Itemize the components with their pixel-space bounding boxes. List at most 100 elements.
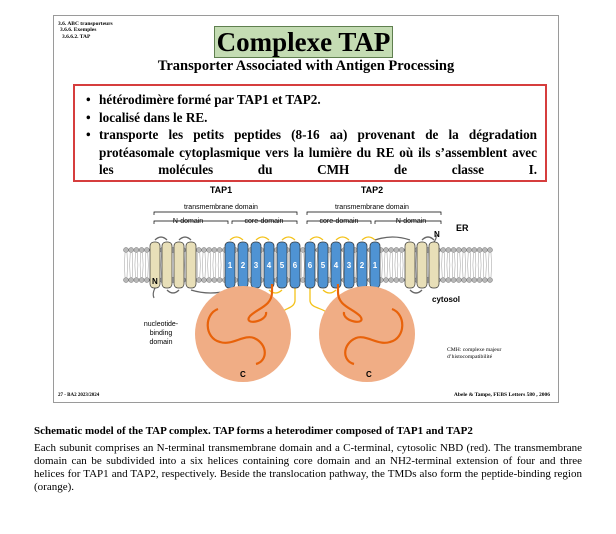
cmh-note-line-1: CMH: complexe majeur: [447, 347, 502, 353]
lipid-head: [206, 247, 212, 253]
lipid-head: [393, 247, 400, 253]
lipid-tail: [446, 252, 451, 278]
lipid-head: [487, 277, 493, 283]
lipid-head: [440, 277, 446, 283]
n-domain-label-tap2: N-domain: [396, 218, 426, 225]
lipid-head: [450, 247, 457, 253]
lipid-head: [138, 247, 145, 253]
tap2-core-helix: 6: [304, 241, 316, 289]
core-domain-label-tap2: core-domain: [320, 218, 359, 225]
helix-number-label: 5: [280, 261, 285, 270]
lipid-head: [445, 277, 452, 283]
helix-loop: [322, 289, 337, 294]
lipid-tail: [488, 252, 492, 278]
lipid-head: [461, 247, 467, 253]
nbd-label-line-1: nucleotide-: [144, 321, 179, 328]
lipid-head: [216, 247, 223, 253]
tmd-label-tap2: transmembrane domain: [335, 204, 409, 211]
cmh-note-line-2: d’histocompatibilité: [447, 354, 493, 360]
lipid-head: [128, 247, 134, 253]
lipid-head: [445, 247, 452, 253]
tap1-n-domain-helix: [185, 241, 197, 289]
lipid-head: [216, 277, 223, 283]
tap1-core-helix: 2: [237, 241, 249, 289]
bullet-box: hétérodimère formé par TAP1 et TAP2. loc…: [73, 84, 547, 182]
lipid-head: [466, 277, 472, 283]
helix-loop: [409, 289, 423, 294]
helix-number-label: 6: [293, 261, 298, 270]
lipid-head: [211, 277, 218, 283]
tmd-nbd-linker: [281, 288, 296, 313]
breadcrumb: 3.6. ABC transporteurs 3.6.6. Exemples 3…: [58, 21, 113, 40]
lipid-tail: [457, 252, 461, 278]
figure-caption: Schematic model of the TAP complex. TAP …: [34, 425, 582, 494]
nbd-tap2: [319, 284, 415, 382]
slide-footer-left: 27 - BA2 2023/2024: [58, 393, 100, 398]
lipid-tail: [384, 252, 388, 278]
lipid-head: [456, 247, 462, 253]
n-terminus-label-tap2: N: [434, 230, 440, 239]
lipid-head: [398, 277, 405, 283]
slide: 3.6. ABC transporteurs 3.6.6. Exemples 3…: [53, 15, 559, 403]
nbd-label-line-2: binding: [150, 330, 173, 337]
tap2-core-helix: 4: [330, 241, 342, 289]
lipid-head: [211, 247, 218, 253]
lipid-tail: [467, 252, 471, 278]
tap2-core-helix: 1: [369, 241, 381, 289]
lipid-head: [123, 277, 129, 283]
lipid-head: [466, 247, 472, 253]
tap1-core-helix: 6: [289, 241, 301, 289]
lipid-head: [201, 277, 207, 283]
helix-number-label: 2: [360, 261, 365, 270]
lipid-head: [398, 247, 405, 253]
c-terminus-label-tap1: C: [240, 370, 246, 379]
lipid-tail: [301, 252, 305, 278]
tap1-core-helix: 3: [250, 241, 262, 289]
slide-subtitle: Transporter Associated with Antigen Proc…: [157, 58, 455, 74]
helix-loop: [374, 236, 411, 241]
tap1-n-domain-helix: [149, 241, 161, 289]
helix-loop: [361, 236, 376, 241]
lipid-head: [461, 277, 467, 283]
helix-loop: [154, 236, 168, 241]
bullet-item: hétérodimère formé par TAP1 et TAP2.: [86, 91, 537, 109]
lipid-tail: [124, 252, 128, 278]
tap1-n-domain-helix: [161, 241, 173, 289]
helix-loop: [268, 289, 283, 294]
n-terminus-label-tap1: N: [152, 277, 158, 286]
lipid-tail: [389, 252, 393, 278]
lipid-tail: [399, 252, 404, 278]
helix-number-label: 6: [308, 261, 313, 270]
n-terminus-tail: [152, 287, 156, 299]
lipid-head: [393, 277, 400, 283]
lipid-head: [471, 247, 478, 253]
slide-title: Complexe TAP: [214, 26, 393, 58]
helix-loop: [421, 236, 435, 241]
lipid-tail: [394, 252, 399, 278]
lipid-head: [300, 277, 306, 283]
lipid-head: [440, 247, 446, 253]
lipid-head: [123, 247, 129, 253]
bullet-item: transporte les petits peptides (8-16 aa)…: [86, 126, 537, 179]
lipid-tail: [441, 252, 445, 278]
lipid-head: [487, 247, 493, 253]
lipid-tail: [134, 252, 139, 278]
tap1-core-helix: 5: [276, 241, 288, 289]
tmd-nbd-linker: [309, 288, 327, 313]
helix-loop: [281, 236, 296, 241]
lipid-tail: [139, 252, 144, 278]
helix-number-label: 3: [347, 261, 352, 270]
lipid-head: [383, 277, 389, 283]
lipid-tail: [212, 252, 217, 278]
lipid-tail: [472, 252, 477, 278]
lipid-head: [196, 277, 202, 283]
lipid-tail: [483, 252, 487, 278]
n-domain-label-tap1: N-domain: [173, 218, 203, 225]
breadcrumb-level-3: 3.6.6.2. TAP: [62, 33, 91, 40]
helix-number-label: 4: [334, 261, 339, 270]
tap2-n-domain-helix: [428, 241, 440, 289]
n-terminus-tail: [433, 234, 437, 243]
lipid-head: [383, 247, 389, 253]
helix-number-label: 1: [228, 261, 233, 270]
